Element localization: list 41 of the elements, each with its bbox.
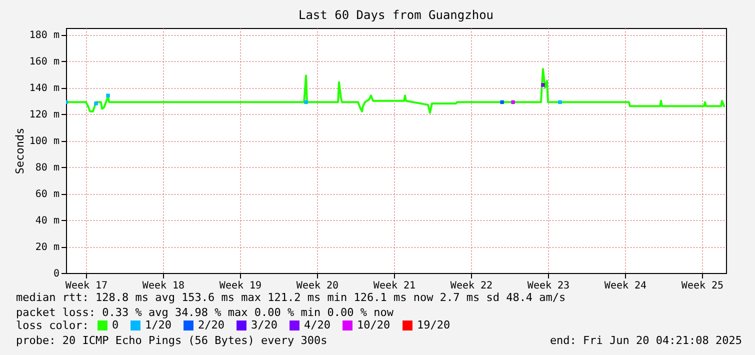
legend-label: 10/20	[357, 318, 390, 332]
legend-label: 1/20	[145, 318, 172, 332]
point	[106, 94, 110, 98]
chart-title: Last 60 Days from Guangzhou	[298, 8, 494, 22]
x-tick-label: Week 19	[219, 280, 262, 292]
legend-label: 2/20	[198, 318, 224, 332]
point	[304, 100, 308, 104]
legend-label: 4/20	[304, 318, 330, 332]
y-tick-label: 120 m	[29, 110, 60, 121]
point	[558, 100, 562, 104]
text: end: Fri Jun 20 04:21:08 2025	[550, 334, 742, 347]
y-tick-label: 140 m	[29, 83, 60, 94]
legend-label: 19/20	[417, 318, 450, 332]
text: probe: 20 ICMP Echo Pings (56 Bytes) every 300s	[16, 334, 328, 347]
x-tick-label: Week 18	[142, 280, 185, 292]
x-tick-label: Week 20	[296, 280, 339, 292]
y-tick-label: 20 m	[35, 242, 60, 254]
text: median rtt: 128.8 ms avg 153.6 ms max 121.2 ms min 126.1 ms now 2.7 ms sd 48.4 am/s	[16, 291, 566, 304]
x-tick-label: Week 22	[450, 280, 493, 292]
x-tick-label: Week 17	[65, 280, 108, 292]
y-tick-label: 180 m	[29, 30, 60, 42]
point	[500, 100, 504, 104]
y-tick-label: 0	[53, 268, 60, 280]
x-tick-label: Week 21	[373, 280, 416, 292]
y-axis-title: Seconds	[13, 128, 26, 174]
point	[541, 83, 545, 87]
y-tick-label: 100 m	[29, 136, 60, 148]
legend-label: 3/20	[251, 318, 278, 332]
y-tick-label: 160 m	[29, 56, 60, 68]
legend-label: 0	[112, 318, 119, 332]
point	[94, 102, 98, 106]
line-series	[66, 68, 726, 114]
y-tick-label: 80 m	[35, 162, 60, 174]
legend-title: loss color:	[16, 319, 89, 332]
y-tick-label: 40 m	[35, 216, 60, 227]
x-tick-label: Week 25	[681, 280, 724, 292]
point	[511, 100, 515, 104]
x-tick-label: Week 23	[527, 280, 570, 292]
y-tick-label: 60 m	[35, 189, 60, 200]
x-tick-label: Week 24	[604, 280, 647, 292]
text: packet loss: 0.33 % avg 34.98 % max 0.00 % min 0.00 % now	[16, 306, 394, 319]
